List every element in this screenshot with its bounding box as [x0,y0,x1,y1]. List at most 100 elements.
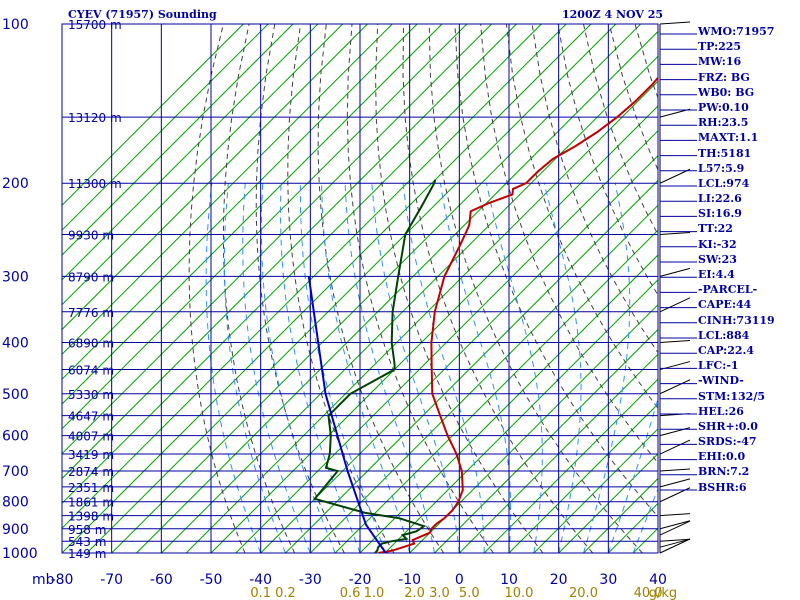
isotherm-line [62,24,567,529]
isotherm-line [62,24,542,505]
isotherm-line [62,24,294,256]
isotherm-line [384,279,658,553]
stability-indices-panel: WMO:71957 TP:225 MW:16 FRZ: BG WB0: BG PW:0.1… [698,24,798,495]
temperature-tick-label: -40 [249,572,272,588]
height-label: 11300 m [68,177,122,191]
index-item: TH:5181 [698,146,752,160]
wind-barbs [659,21,691,554]
moist-adiabat-line [486,183,543,553]
wind-barb [659,520,691,536]
index-item: SW:23 [698,252,737,266]
isotherm-line [334,229,658,553]
moist-adiabat-line [583,183,631,553]
pressure-label: 800 [2,495,29,511]
mixing-ratio-label: 0.6 [340,586,361,600]
isotherm-line [260,154,658,553]
height-label: 9930 m [68,229,114,243]
height-label: 1398 m [68,510,114,524]
index-item: CAP:22.4 [698,343,755,357]
wind-barb [659,168,691,184]
pressure-label: 700 [2,464,29,480]
temperature-tick-label: -10 [398,572,421,588]
temperature-tick-label: -30 [299,572,322,588]
dry-adiabat-line [317,24,445,553]
parcel-trace [307,276,387,553]
index-item: LFC:-1 [698,359,739,373]
dewpoint-trace [313,179,437,553]
height-label: 149 m [68,547,106,561]
temperature-tick-label: 0 [455,572,464,588]
index-item: KI:-32 [698,237,737,251]
dry-adiabat-line [188,24,246,553]
isotherm-line [86,24,617,553]
index-item: WB0: BG [698,85,755,99]
index-item: MW:16 [698,55,742,69]
index-item: -PARCEL- [698,283,758,297]
temperature-tick-label: 20 [550,572,568,588]
index-item: EHI:0.0 [698,450,746,464]
pressure-label: 100 [2,17,29,33]
isotherm-line [62,24,592,553]
isotherm-line [309,204,658,553]
isotherm-line [62,24,517,480]
height-label: 543 m [68,535,106,549]
isotherm-lines [62,24,658,553]
mixing-ratio-label: 0.2 [275,586,296,600]
moist-adiabat-line [371,183,460,553]
index-item: LI:22.6 [698,192,742,206]
wind-barb [659,538,691,542]
index-item: SI:16.9 [698,207,742,221]
index-item: MAXT:1.1 [698,131,759,145]
height-label: 4007 m [68,430,114,444]
temperature-tick-label: -80 [51,572,74,588]
isotherm-line [62,24,493,455]
mixing-ratio-label: 3.0 [429,586,450,600]
isotherm-line [359,254,658,553]
x-axis-unit-label: mb [32,572,55,588]
height-label: 13120 m [68,111,122,125]
isotherm-line [62,24,468,430]
isotherm-line [434,328,658,553]
mixing-ratio-label: 40.0 [634,586,663,600]
index-item: RH:23.5 [698,116,749,130]
mixing-ratio-label: 20.0 [569,586,598,600]
valid-time: 1200Z 4 NOV 25 [562,8,664,21]
sounding-traces [307,76,658,553]
isotherm-line [62,24,319,281]
dry-adiabat-line [287,24,395,553]
wind-barb [659,468,691,472]
index-item: -WIND- [698,374,744,388]
temperature-tick-label: 10 [500,572,518,588]
index-item: LCL:884 [698,328,750,342]
temperature-tick-label: -60 [150,572,173,588]
index-item: SHR+:0.0 [698,419,758,433]
mixing-ratio-label: 2.0 [404,586,425,600]
index-item: HEL:26 [698,404,744,418]
mixing-ratio-label: 5.0 [459,586,480,600]
isotherm-line [62,24,368,331]
temperature-tick-label: -50 [200,572,223,588]
temperature-tick-label: 30 [599,572,617,588]
index-item: TT:22 [698,222,733,236]
wind-barb [659,297,691,313]
dry-adiabat-line [402,24,594,553]
moist-adiabat-line [543,183,582,553]
dry-adiabat-line [454,24,658,518]
height-label: 2351 m [68,481,114,495]
index-item: WMO:71957 [698,25,775,38]
isotherm-line [508,403,658,553]
wind-barb [659,439,691,455]
isotherm-line [185,80,658,553]
moist-adiabat-line [279,183,361,553]
temperature-tick-label: 40 [649,572,667,588]
wind-barb [659,538,691,548]
isotherm-line [210,105,658,553]
isotherm-line [235,130,658,553]
dry-adiabat-line [222,24,296,553]
isotherm-line [483,378,658,553]
wind-barb [659,267,691,277]
wind-barb [659,379,691,395]
moist-adiabat-line [439,183,512,553]
